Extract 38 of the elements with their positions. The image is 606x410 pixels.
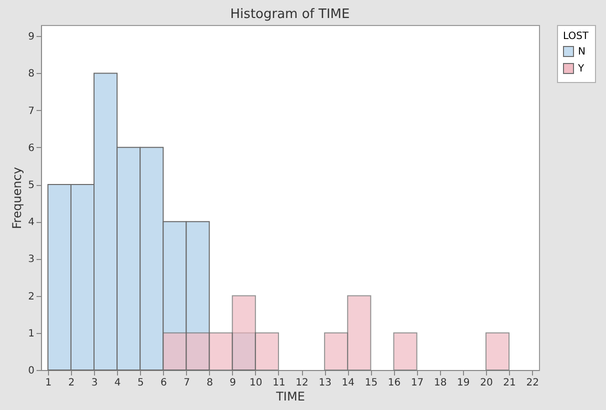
- x-tick-label: 19: [457, 378, 470, 388]
- y-tick-label: 0: [28, 366, 34, 376]
- x-tick-label: 12: [296, 378, 308, 388]
- x-tick-label: 21: [503, 378, 516, 388]
- legend-title: LOST: [563, 31, 590, 42]
- x-tick-label: 2: [68, 378, 75, 388]
- x-tick-label: 16: [388, 378, 401, 388]
- x-tick-label: 18: [434, 378, 447, 388]
- y-tick-label: 1: [28, 328, 34, 340]
- legend-label: Y: [577, 64, 585, 74]
- x-tick-label: 4: [114, 378, 121, 388]
- x-tick-label: 7: [184, 378, 190, 388]
- x-tick-label: 10: [250, 378, 262, 388]
- x-tick-label: 6: [160, 378, 167, 388]
- y-tick-label: 3: [28, 254, 34, 266]
- x-tick-label: 13: [318, 378, 332, 388]
- y-tick-label: 9: [28, 32, 34, 43]
- y-axis-title: Frequency: [10, 167, 24, 229]
- y-tick-label: 4: [28, 217, 34, 228]
- chart-title: Histogram of TIME: [230, 7, 350, 22]
- y-tick-label: 2: [28, 291, 34, 302]
- x-tick-label: 17: [410, 378, 424, 388]
- x-tick-label: 1: [45, 378, 52, 388]
- legend-label: N: [578, 46, 586, 58]
- x-tick-label: 3: [91, 378, 98, 388]
- x-tick-label: 15: [364, 378, 378, 388]
- x-tick-label: 20: [480, 378, 493, 388]
- y-tick-label: 5: [28, 180, 34, 192]
- x-tick-label: 14: [342, 378, 355, 388]
- x-axis-title: TIME: [275, 390, 305, 404]
- x-tick-label: 8: [206, 378, 213, 388]
- y-tick-label: 8: [28, 68, 34, 80]
- y-tick-label: 7: [28, 106, 34, 117]
- y-tick-label: 6: [28, 142, 34, 154]
- x-tick-label: 5: [137, 378, 144, 388]
- x-tick-label: 9: [230, 378, 236, 388]
- x-tick-label: 22: [526, 378, 539, 388]
- x-tick-label: 11: [272, 378, 286, 388]
